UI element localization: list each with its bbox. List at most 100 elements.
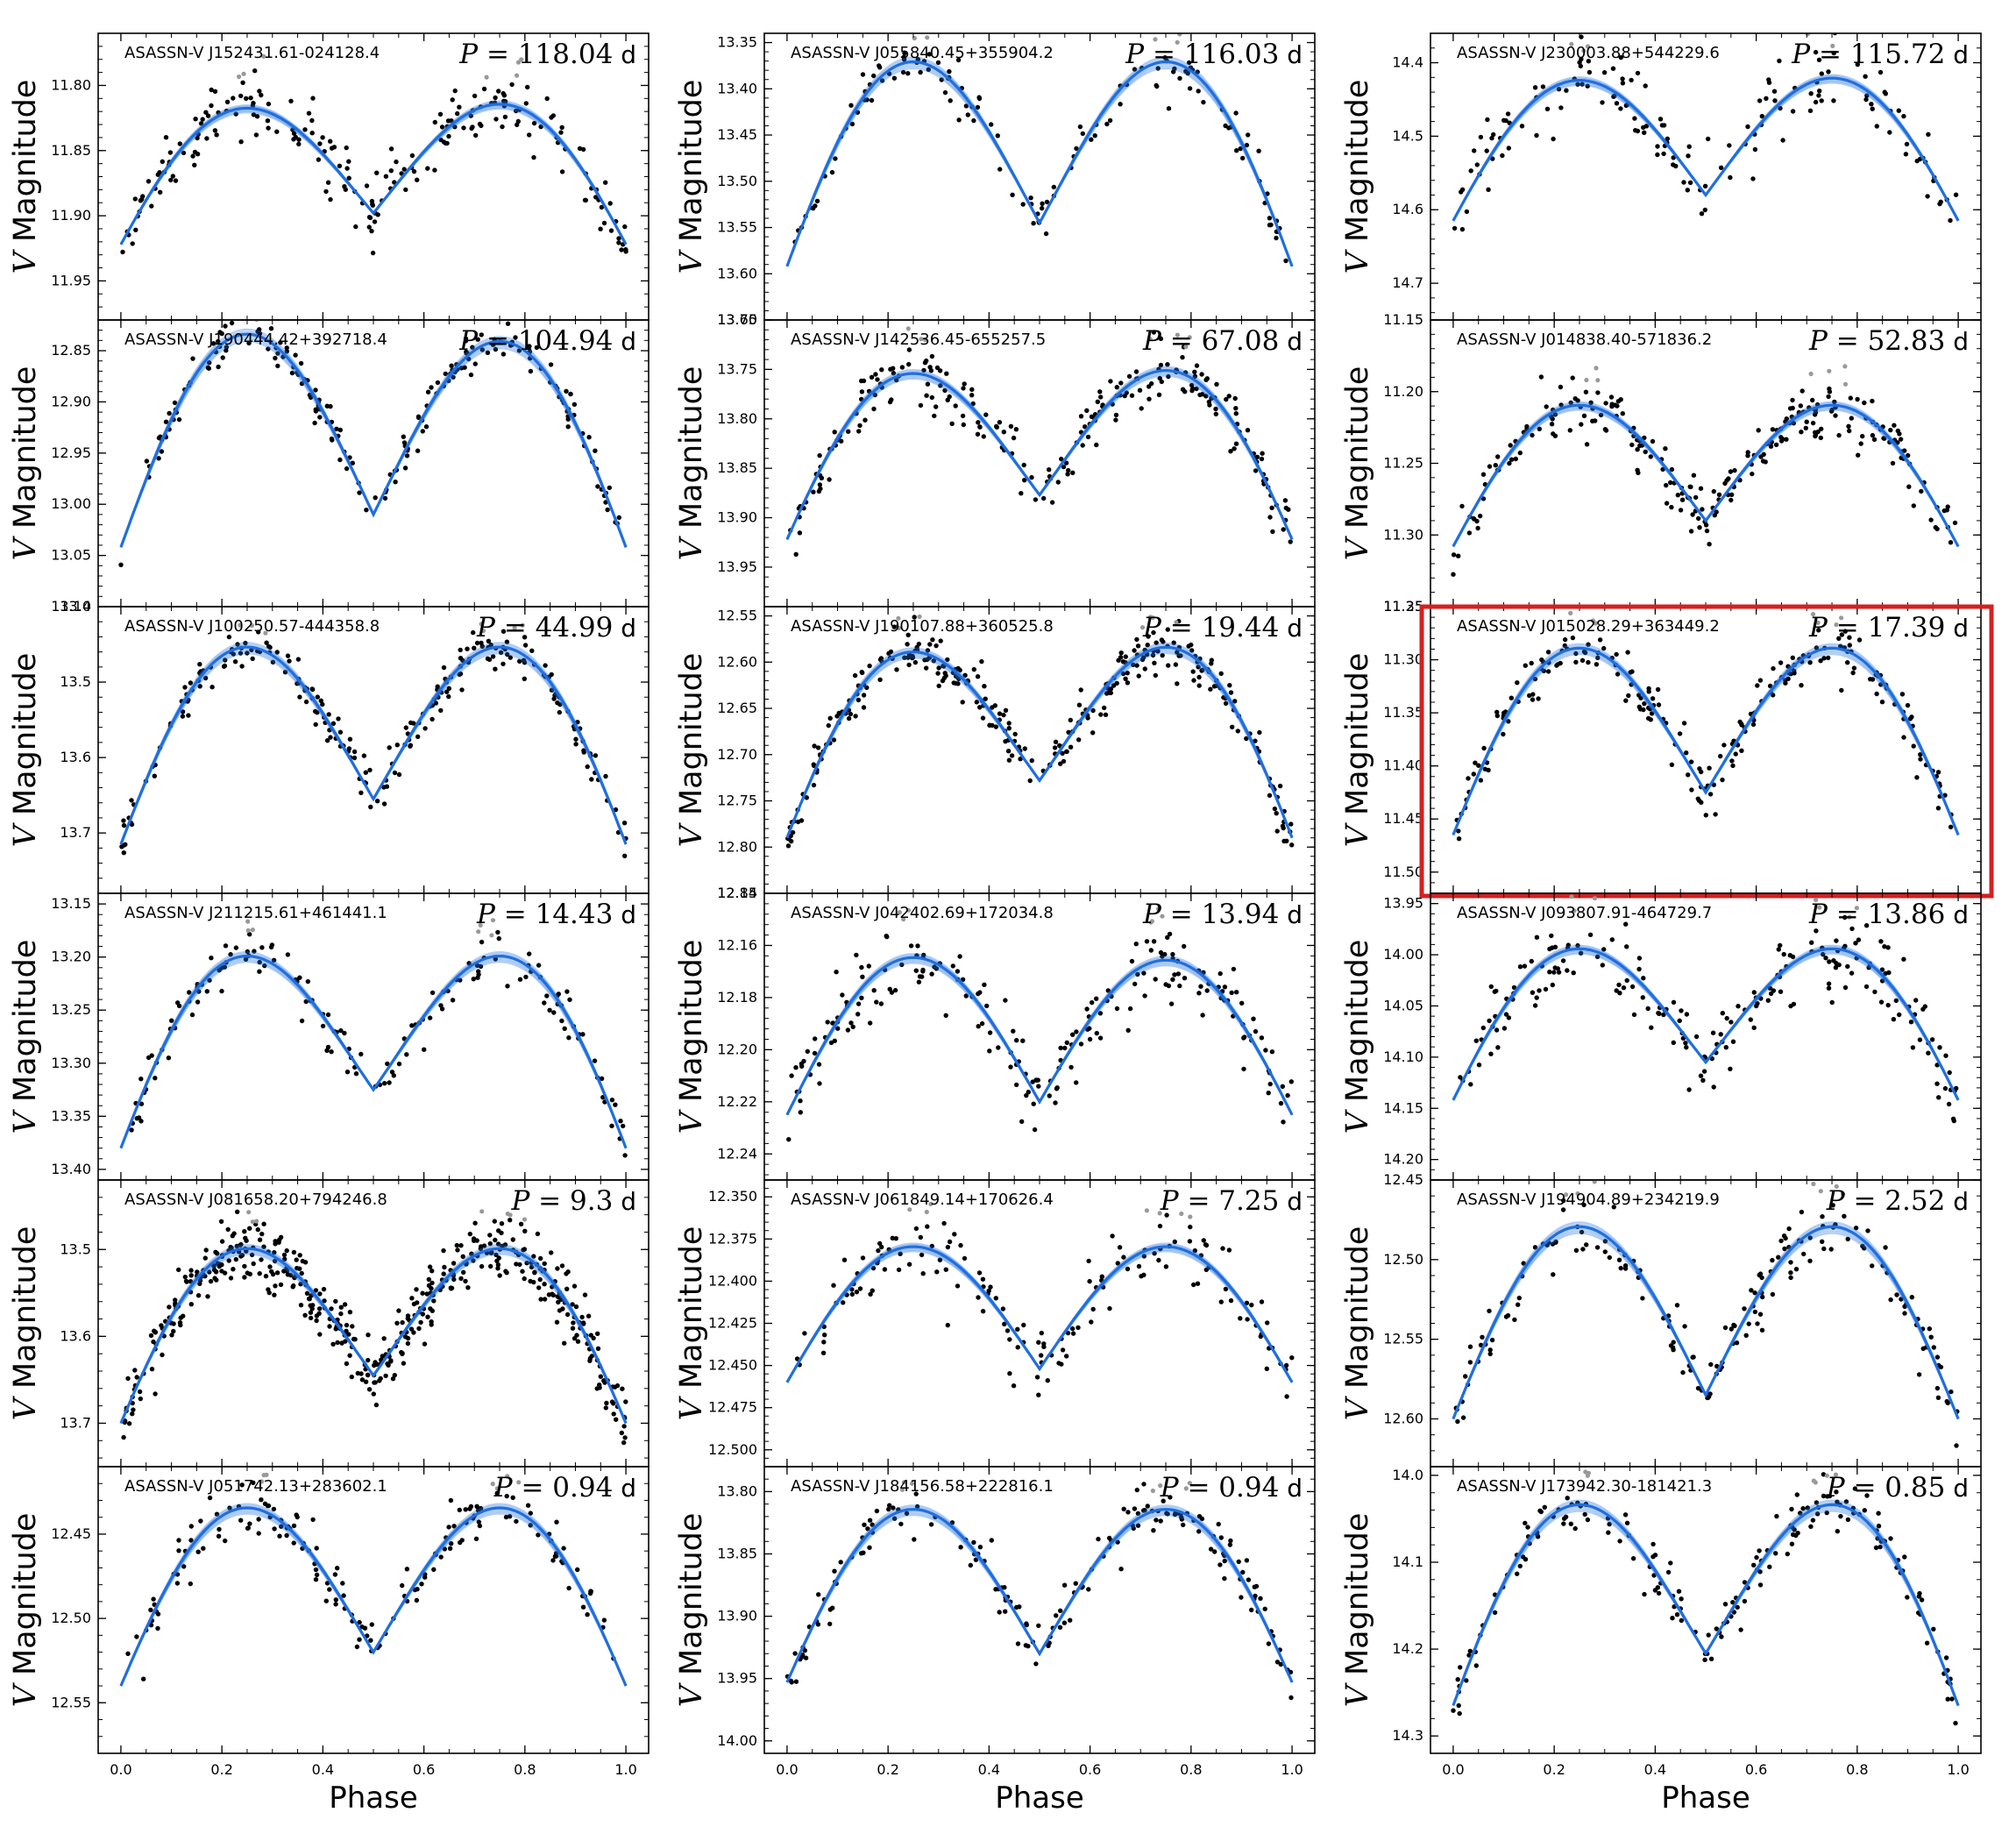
data-point [621,1424,627,1429]
data-point [586,1313,592,1319]
data-point [918,1234,924,1240]
data-point [1058,1045,1063,1051]
outlier-point [1808,371,1814,377]
period-equals: = [478,325,518,357]
data-point [167,150,174,155]
data-point [1816,93,1821,98]
data-point [1649,711,1655,716]
data-point [870,1265,877,1271]
period-equals: = [1144,39,1184,70]
outlier-point [1817,905,1822,910]
data-point [859,964,864,970]
data-point [1917,1037,1923,1042]
data-point [829,169,835,175]
data-point [299,1018,305,1024]
data-point [444,689,450,694]
data-point [282,1256,287,1262]
data-point [1833,413,1838,418]
data-point [559,1018,564,1024]
model-fit-curve [119,645,628,845]
data-point [899,365,905,370]
period-unit: d [1945,614,1969,643]
data-point [607,485,612,491]
data-point [478,1246,484,1252]
data-point [302,127,308,132]
data-point [1779,437,1785,442]
data-point [396,771,402,778]
data-point [508,655,513,660]
data-point [1684,750,1689,756]
data-point [479,347,485,352]
y-tick-label: 11.85 [51,142,91,159]
data-point [1256,148,1261,153]
data-point [1893,998,1899,1004]
data-point [505,984,510,989]
data-point [1253,1028,1259,1034]
data-point [1881,436,1886,441]
data-point [344,145,349,151]
data-point [234,1243,239,1249]
data-point [1601,947,1607,952]
data-point [458,1276,464,1282]
data-point [1827,959,1832,964]
model-fit-curve [1452,946,1960,1101]
data-point [958,1242,963,1248]
data-point [857,423,862,429]
data-point [445,988,451,994]
data-point [1560,958,1566,963]
data-point [1883,970,1888,977]
data-point [859,669,864,675]
data-point [1192,1247,1198,1254]
data-point [303,699,309,705]
data-point [1267,515,1273,520]
data-point [599,204,605,210]
data-point [317,1291,323,1297]
data-point [344,466,350,472]
data-point [1862,400,1867,406]
data-point [431,1298,437,1304]
data-point [961,422,967,428]
data-point [611,1411,616,1417]
plot-area [1452,894,1960,1124]
y-tick-label: 13.25 [51,1001,91,1018]
data-point [466,961,472,966]
data-point [1629,984,1636,990]
data-point [1648,717,1654,722]
data-point [1914,158,1920,164]
data-point [1581,649,1587,654]
data-point [278,340,283,345]
data-point [1103,712,1109,717]
axes-frame [763,892,1316,1181]
period-unit: d [1279,614,1303,643]
data-point [320,135,325,140]
data-point [441,1247,446,1254]
outlier-point [1805,33,1810,37]
data-point [963,993,969,999]
data-point [312,420,317,426]
data-point [363,1379,369,1384]
axes-frame [763,32,1316,321]
data-point [1583,389,1589,394]
data-point [266,101,272,107]
data-point [461,125,466,131]
data-point [848,103,854,108]
y-tick-label: 12.90 [51,393,91,409]
data-point [551,696,557,701]
data-point [347,736,353,742]
data-point [1171,640,1176,645]
data-point [308,394,314,400]
model-fit-curve [1452,947,1960,1101]
data-point [370,250,376,256]
data-point [1090,707,1096,714]
data-point [248,96,253,101]
data-point [121,1434,126,1440]
data-point [1092,133,1097,139]
y-tick-label: 11.80 [51,76,91,93]
data-point [1757,98,1763,103]
data-point [925,381,931,387]
data-point [551,1010,557,1015]
data-point [178,1322,183,1328]
y-axis-label: V Magnitude [674,366,709,561]
data-point [267,644,273,650]
data-point [1068,744,1074,750]
